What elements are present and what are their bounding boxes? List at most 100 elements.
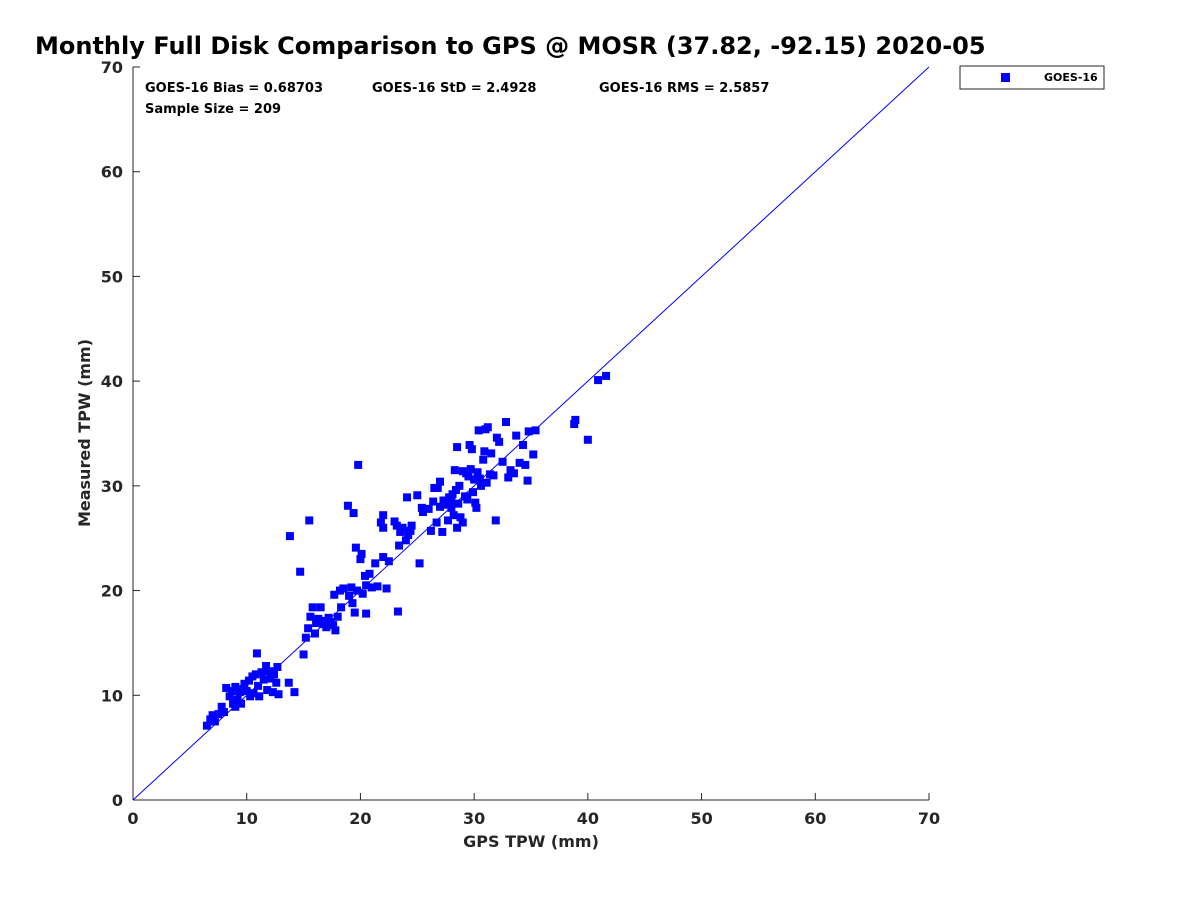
data-point (266, 674, 275, 683)
data-point (367, 583, 376, 592)
data-point (521, 460, 530, 469)
x-tick-label: 70 (918, 809, 940, 828)
data-point (519, 441, 528, 450)
stat-std: GOES-16 StD = 2.4928 (372, 81, 536, 96)
data-point (453, 443, 462, 452)
data-point (268, 688, 277, 697)
data-point (482, 478, 491, 487)
x-tick-label: 30 (463, 809, 485, 828)
data-point (254, 681, 263, 690)
data-point (504, 473, 513, 482)
y-tick-label: 10 (101, 686, 123, 705)
data-point (362, 609, 371, 618)
x-tick-label: 60 (804, 809, 826, 828)
data-point (225, 692, 234, 701)
data-point (392, 521, 401, 530)
data-point (210, 717, 219, 726)
data-point (469, 488, 478, 497)
data-point (244, 676, 253, 685)
data-point (356, 555, 365, 564)
data-point (424, 504, 433, 513)
y-axis-label: Measured TPW (mm) (75, 339, 94, 527)
x-tick-label: 10 (236, 809, 258, 828)
data-point (273, 663, 282, 672)
x-axis-ticks: 0 10 20 30 40 50 60 70 (127, 793, 940, 828)
data-point (362, 581, 371, 590)
data-point (249, 689, 258, 698)
data-point (214, 710, 223, 719)
data-point (382, 584, 391, 593)
data-point (351, 543, 360, 552)
data-point (447, 503, 456, 512)
data-point (231, 702, 240, 711)
data-point (379, 511, 388, 520)
data-point (426, 526, 435, 535)
data-point (438, 527, 447, 536)
data-point (312, 619, 321, 628)
data-point (371, 559, 380, 568)
data-point (398, 523, 407, 532)
data-point (454, 499, 463, 508)
data-point (219, 708, 228, 717)
y-tick-label: 50 (101, 267, 123, 286)
data-point (483, 423, 492, 432)
data-point (453, 523, 462, 532)
legend-entry-goes-16: GOES-16 (1044, 71, 1098, 84)
y-tick-label: 30 (101, 477, 123, 496)
data-point (296, 567, 305, 576)
x-axis-label: GPS TPW (mm) (463, 832, 599, 851)
data-point (458, 518, 467, 527)
data-point (348, 599, 357, 608)
data-point (379, 523, 388, 532)
data-point (463, 495, 472, 504)
data-point (331, 626, 340, 635)
data-point (571, 415, 580, 424)
data-point (441, 500, 450, 509)
data-point (479, 455, 488, 464)
y-tick-label: 60 (101, 163, 123, 182)
data-point (329, 621, 338, 630)
data-point (316, 603, 325, 612)
data-point (509, 469, 518, 478)
data-point (262, 661, 271, 670)
data-point (472, 503, 481, 512)
data-point (512, 431, 521, 440)
data-point (320, 616, 329, 625)
data-point (594, 376, 603, 385)
data-point (345, 591, 354, 600)
data-point (202, 721, 211, 730)
stat-rms: GOES-16 RMS = 2.5857 (599, 81, 769, 96)
data-point (384, 557, 393, 566)
data-point (257, 668, 266, 677)
data-point (501, 417, 510, 426)
data-point (456, 513, 465, 522)
data-point (464, 472, 473, 481)
data-point (306, 612, 315, 621)
data-point (333, 612, 342, 621)
data-point (473, 468, 482, 477)
data-point (322, 623, 331, 632)
data-point (231, 682, 240, 691)
data-point (403, 493, 412, 502)
data-point (252, 649, 261, 658)
stat-sample-size: Sample Size = 209 (145, 102, 281, 117)
data-point (208, 711, 217, 720)
data-point (347, 583, 356, 592)
x-tick-label: 40 (577, 809, 599, 828)
data-point (474, 426, 483, 435)
scatter-points (202, 371, 611, 730)
data-point (451, 486, 460, 495)
data-point (436, 477, 445, 486)
data-point (448, 490, 457, 499)
legend-marker (1001, 73, 1010, 82)
data-point (529, 450, 538, 459)
data-point (393, 607, 402, 616)
data-point (373, 582, 382, 591)
data-point (465, 441, 474, 450)
y-axis-ticks: 0 10 20 30 40 50 60 70 (101, 58, 140, 810)
data-point (432, 518, 441, 527)
data-point (417, 503, 426, 512)
data-point (206, 715, 215, 724)
data-point (480, 447, 489, 456)
